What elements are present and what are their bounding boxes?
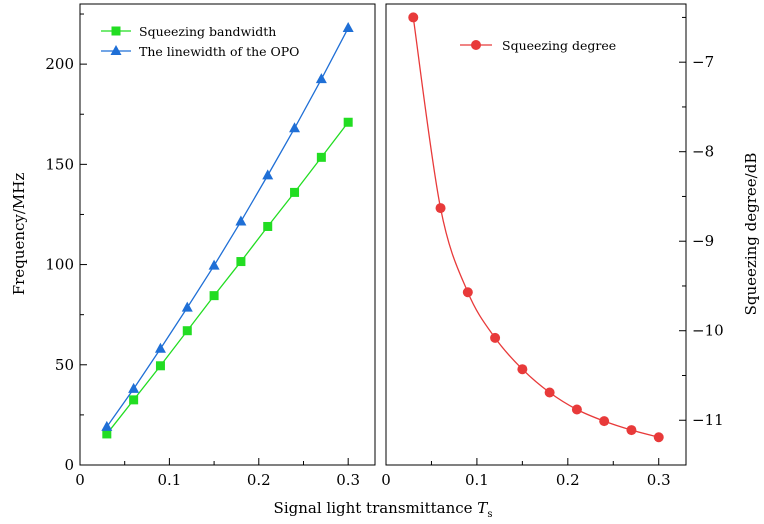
data-point-circle bbox=[626, 425, 637, 436]
right-y-axis-label: Squeezing degree/dB bbox=[742, 153, 760, 316]
data-point-circle bbox=[653, 432, 664, 443]
legend-marker-triangle bbox=[110, 45, 122, 55]
left-x-tick-label: 0.3 bbox=[336, 471, 360, 489]
data-point-triangle bbox=[181, 301, 193, 312]
data-point-triangle bbox=[235, 215, 247, 226]
right-x-tick-label: 0.2 bbox=[556, 471, 580, 489]
data-point-circle bbox=[599, 416, 610, 427]
right-y-tick-label: −10 bbox=[692, 322, 724, 340]
series-line-squeezing-bandwidth bbox=[106, 121, 349, 435]
left-x-tick-label: 0 bbox=[75, 471, 85, 489]
data-point-square bbox=[129, 395, 139, 405]
left-ticks: 0 0.1 0.2 0.3 0 50 100 150 200 bbox=[45, 13, 360, 489]
right-series bbox=[408, 12, 664, 443]
right-panel: 0 0.1 0.2 0.3−11−10−9−8−7 Squeezing degree … bbox=[381, 3, 760, 489]
data-point-triangle bbox=[154, 342, 166, 353]
right-y-tick-label: −8 bbox=[692, 143, 714, 161]
legend-label-squeezing-bandwidth: Squeezing bandwidth bbox=[139, 24, 276, 39]
right-y-tick-label: −9 bbox=[692, 232, 714, 250]
data-point-circle bbox=[571, 404, 582, 415]
legend-marker-circle bbox=[471, 40, 481, 50]
data-point-circle bbox=[490, 332, 501, 343]
legend-label-squeezing-degree: Squeezing degree bbox=[502, 38, 616, 53]
legend-label-opo-linewidth: The linewidth of the OPO bbox=[139, 44, 299, 59]
x-axis-label-subscript: s bbox=[487, 509, 492, 520]
x-axis-label-symbol: T bbox=[477, 499, 488, 517]
left-y-axis-label: Frequency/MHz bbox=[10, 173, 28, 296]
right-y-tick-label: −11 bbox=[692, 411, 724, 429]
data-point-triangle bbox=[262, 169, 274, 180]
data-point-square bbox=[209, 291, 219, 301]
data-point-square bbox=[290, 187, 300, 197]
left-y-tick-label: 0 bbox=[64, 456, 74, 474]
right-x-tick-label: 0 bbox=[381, 471, 391, 489]
left-legend: Squeezing bandwidth The linewidth of the… bbox=[101, 24, 299, 59]
data-point-triangle bbox=[315, 73, 327, 84]
right-plot-frame bbox=[385, 3, 687, 466]
data-point-square bbox=[182, 326, 192, 336]
data-point-square bbox=[155, 361, 165, 371]
left-plot-frame bbox=[79, 3, 376, 466]
x-axis-label: Signal light transmittance Ts bbox=[274, 499, 493, 520]
data-point-circle bbox=[408, 12, 419, 23]
data-point-circle bbox=[462, 287, 473, 298]
data-point-circle bbox=[435, 203, 446, 214]
left-series bbox=[101, 22, 354, 439]
left-y-tick-label: 200 bbox=[45, 55, 74, 73]
left-y-tick-label: 50 bbox=[55, 356, 74, 374]
left-panel: 0 0.1 0.2 0.3 0 50 100 150 200 Squeezing bandwid… bbox=[10, 3, 376, 489]
data-point-circle bbox=[517, 364, 528, 375]
data-point-square bbox=[102, 429, 112, 439]
legend-marker-square bbox=[111, 26, 121, 36]
x-axis-label-text: Signal light transmittance bbox=[274, 499, 473, 517]
series-line-squeezing-degree bbox=[412, 17, 659, 438]
data-point-triangle bbox=[101, 420, 113, 431]
right-x-tick-label: 0.3 bbox=[647, 471, 671, 489]
data-point-square bbox=[316, 152, 326, 162]
right-y-tick-label: −7 bbox=[692, 53, 714, 71]
data-point-square bbox=[263, 221, 273, 231]
data-point-triangle bbox=[289, 122, 301, 133]
data-point-triangle bbox=[208, 259, 220, 270]
left-x-tick-label: 0.2 bbox=[247, 471, 271, 489]
data-point-circle bbox=[544, 387, 555, 398]
series-line-opo-linewidth bbox=[106, 27, 349, 428]
data-point-square bbox=[236, 257, 246, 267]
left-y-tick-label: 100 bbox=[45, 256, 74, 274]
left-y-tick-label: 150 bbox=[45, 155, 74, 173]
data-point-triangle bbox=[128, 382, 140, 393]
right-x-tick-label: 0.1 bbox=[465, 471, 489, 489]
right-ticks: 0 0.1 0.2 0.3 −11 −10 −9 −8 −7 bbox=[381, 16, 724, 489]
data-point-triangle bbox=[342, 22, 354, 33]
left-x-tick-label: 0.1 bbox=[157, 471, 181, 489]
right-legend: Squeezing degree bbox=[460, 38, 616, 53]
data-point-square bbox=[343, 117, 353, 127]
